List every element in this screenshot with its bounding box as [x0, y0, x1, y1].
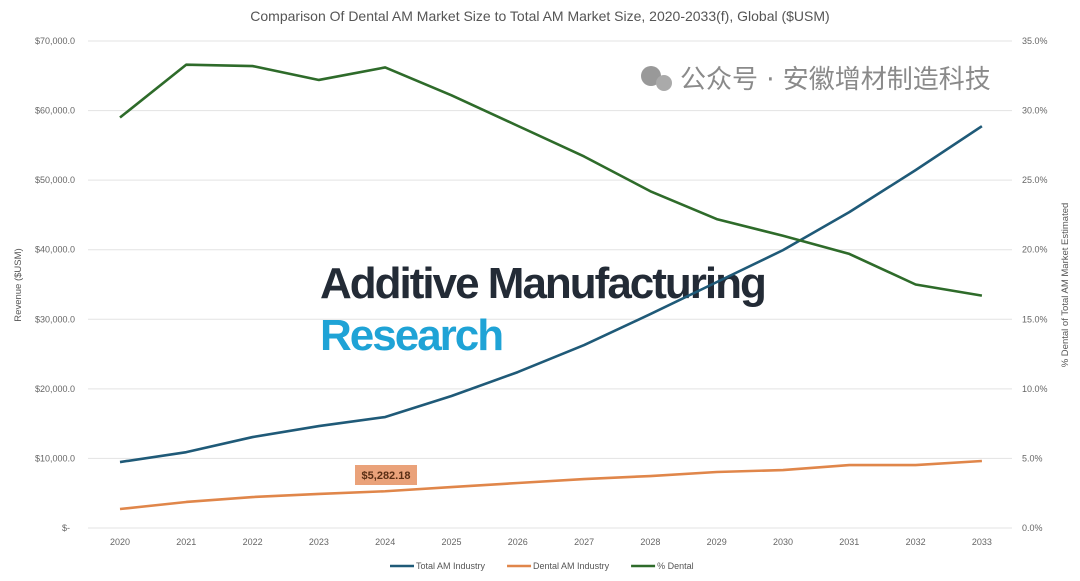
x-tick-label: 2022: [243, 537, 263, 547]
x-tick-label: 2020: [110, 537, 130, 547]
y-tick-label: $30,000.0: [35, 314, 75, 324]
wechat-watermark: 公众号 · 安徽增材制造科技: [641, 65, 991, 95]
y2-tick-label: 10.0%: [1022, 384, 1048, 394]
series-lines: [119, 63, 983, 511]
x-tick-label: 2021: [176, 537, 196, 547]
x-tick-label: 2026: [508, 537, 528, 547]
series-line-dental-am-industry: [119, 459, 982, 511]
x-tick-label: 2028: [640, 537, 660, 547]
logo-line2: Research: [320, 311, 502, 360]
data-label-box: [355, 465, 417, 485]
y-tick-label: $40,000.0: [35, 245, 75, 255]
legend: Total AM Industry Dental AM Industry % Den…: [390, 561, 694, 571]
data-label-2024: $5,282.18: [355, 465, 417, 485]
y2-tick-label: 20.0%: [1022, 245, 1048, 255]
y-tick-label: $10,000.0: [35, 453, 75, 463]
right-axis-ticks: 0.0% 5.0% 10.0% 15.0% 20.0% 25.0% 30.0% 35.0%: [1022, 36, 1048, 533]
logo-line1: Additive Manufacturing: [320, 259, 765, 308]
x-tick-label: 2030: [773, 537, 793, 547]
data-label-text: $5,282.18: [362, 470, 411, 482]
y-tick-label: $-: [62, 523, 70, 533]
y2-axis-label: % Dental of Total AM Market Estimated: [1060, 203, 1071, 368]
logo-watermark: Additive Manufacturing Research: [320, 259, 767, 360]
y-axis-label: Revenue ($USM): [13, 248, 24, 321]
x-tick-label: 2031: [839, 537, 859, 547]
chart-title: Comparison Of Dental AM Market Size to T…: [250, 8, 829, 24]
x-tick-label: 2032: [906, 537, 926, 547]
y-tick-label: $50,000.0: [35, 175, 75, 185]
y-tick-label: $60,000.0: [35, 106, 75, 116]
y2-tick-label: 35.0%: [1022, 36, 1048, 46]
legend-label: Dental AM Industry: [533, 561, 610, 571]
y-tick-label: $20,000.0: [35, 384, 75, 394]
x-tick-label: 2029: [707, 537, 727, 547]
x-tick-label: 2027: [574, 537, 594, 547]
y2-tick-label: 15.0%: [1022, 314, 1048, 324]
y2-tick-label: 5.0%: [1022, 453, 1043, 463]
y-tick-label: $70,000.0: [35, 36, 75, 46]
y2-tick-label: 0.0%: [1022, 523, 1043, 533]
x-tick-label: 2033: [972, 537, 992, 547]
x-tick-label: 2024: [375, 537, 395, 547]
legend-label: Total AM Industry: [416, 561, 486, 571]
gridlines: [88, 40, 1012, 529]
y2-tick-label: 25.0%: [1022, 175, 1048, 185]
series-line-dental: [119, 63, 983, 297]
wechat-icon: [641, 66, 661, 86]
x-tick-label: 2023: [309, 537, 329, 547]
y2-tick-label: 30.0%: [1022, 106, 1048, 116]
left-axis-ticks: $- $10,000.0 $20,000.0 $30,000.0 $40,000.0 $5…: [35, 36, 75, 533]
legend-label: % Dental: [657, 561, 694, 571]
x-tick-label: 2025: [441, 537, 461, 547]
series-line-total-am-industry: [119, 125, 983, 464]
wechat-watermark-text: 公众号 · 安徽增材制造科技: [680, 65, 991, 95]
x-axis-ticks: 2020 2021 2022 2023 2024 2025 2026 2027 2028 2029…: [110, 537, 992, 547]
